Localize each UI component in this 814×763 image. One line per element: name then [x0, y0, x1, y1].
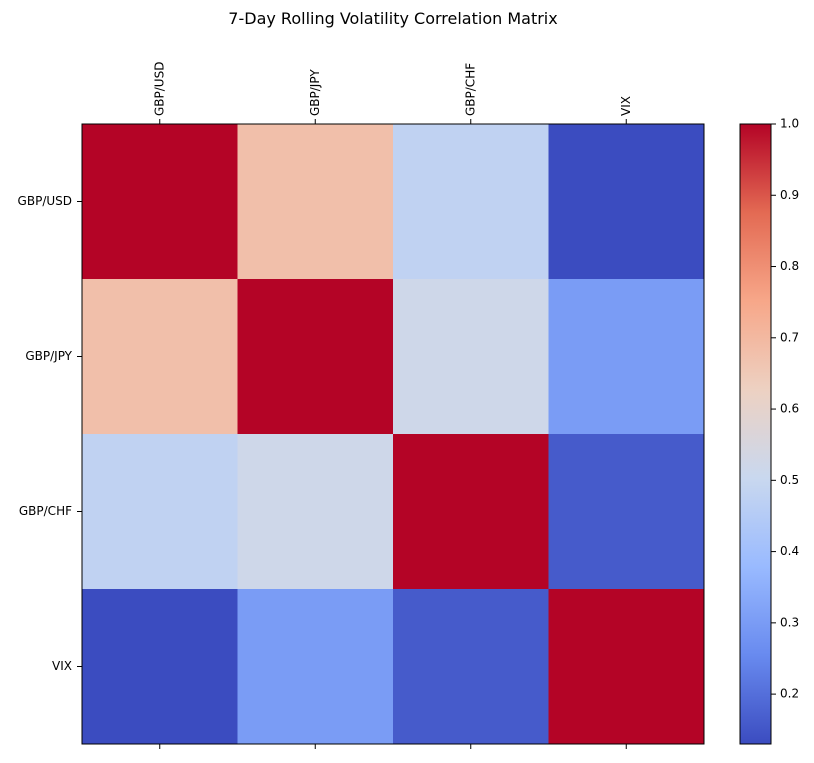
x-tick-label: VIX [619, 96, 633, 116]
plot-frame [81, 123, 705, 745]
heatmap-cell [237, 434, 394, 590]
x-tick-label: GBP/CHF [463, 63, 477, 116]
heatmap-cell [82, 589, 238, 745]
heatmap-cell [548, 434, 705, 590]
heatmap-cell [237, 589, 394, 745]
colorbar-tick-label: 0.8 [780, 259, 799, 273]
colorbar-tick-label: 0.5 [780, 473, 799, 487]
heatmap-cell [237, 124, 394, 280]
colorbar-tick-label: 1.0 [780, 117, 799, 131]
y-tick-label: GBP/CHF [19, 504, 72, 518]
y-tick-label: GBP/USD [18, 194, 72, 208]
heatmap-cell [393, 124, 549, 280]
x-axis-ticks: GBP/USD GBP/JPY GBP/CHF VIX [152, 62, 633, 749]
colorbar-tick-label: 0.9 [780, 188, 799, 202]
y-axis-ticks: GBP/USD GBP/JPY GBP/CHF VIX [18, 194, 82, 673]
heatmap-cell [82, 434, 238, 590]
x-tick-label: GBP/USD [152, 62, 166, 116]
heatmap-cell [548, 279, 705, 435]
colorbar-ticks: 0.2 0.3 0.4 0.5 0.6 0.7 0.8 0.9 1.0 [771, 117, 799, 701]
chart-title: 7-Day Rolling Volatility Correlation Mat… [228, 9, 557, 28]
colorbar [739, 123, 772, 745]
heatmap-cell [393, 279, 549, 435]
heatmap-cell [393, 434, 549, 590]
heatmap-cell [237, 279, 394, 435]
colorbar-tick-label: 0.6 [780, 402, 799, 416]
heatmap-cell [82, 124, 238, 280]
colorbar-tick-label: 0.7 [780, 330, 799, 344]
y-tick-label: GBP/JPY [25, 349, 72, 363]
heatmap-cell [548, 589, 705, 745]
x-tick-label: GBP/JPY [308, 69, 322, 116]
heatmap-cells [82, 124, 705, 745]
colorbar-tick-label: 0.2 [780, 687, 799, 701]
y-tick-label: VIX [52, 659, 72, 673]
colorbar-tick-label: 0.3 [780, 615, 799, 629]
heatmap-cell [393, 589, 549, 745]
heatmap-cell [82, 279, 238, 435]
heatmap-cell [548, 124, 705, 280]
colorbar-tick-label: 0.4 [780, 544, 799, 558]
